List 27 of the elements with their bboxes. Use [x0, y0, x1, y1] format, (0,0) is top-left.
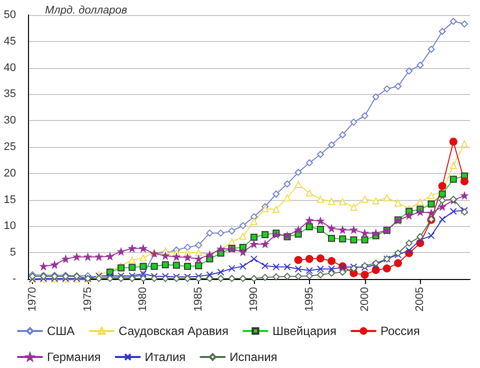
legend-label: Саудовская Аравия [118, 324, 228, 338]
legend-label: Россия [380, 324, 420, 338]
x-tick-label: 2005 [414, 287, 426, 312]
y-axis-title: Млрд. долларов [45, 4, 128, 16]
legend-label: Германия [47, 350, 101, 364]
x-tick-label: 1975 [82, 287, 94, 312]
y-tick-label: 35 [4, 88, 16, 100]
y-tick-label: 10 [4, 220, 16, 232]
x-tick-label: 1985 [192, 287, 205, 312]
y-tick-label: 15 [4, 194, 16, 206]
x-tick-label: 1970 [26, 287, 38, 312]
x-tick-label: 2000 [358, 287, 371, 312]
legend-label: Швейцария [272, 324, 337, 338]
x-tick-label: 1995 [303, 287, 316, 312]
y-tick-label: 45 [4, 35, 16, 48]
y-tick-label: 20 [4, 167, 16, 180]
y-tick-label: - [12, 273, 16, 285]
x-tick-label: 1990 [248, 287, 260, 312]
legend-label: США [47, 324, 75, 338]
legend-label: Италия [144, 350, 186, 364]
x-tick-label: 1980 [137, 287, 150, 312]
legend-label: Испания [230, 350, 278, 364]
y-tick-label: 5 [10, 246, 16, 259]
y-tick-label: 30 [4, 114, 16, 127]
y-tick-label: 50 [4, 9, 16, 21]
y-tick-label: 40 [4, 62, 16, 74]
y-tick-label: 25 [4, 141, 16, 153]
